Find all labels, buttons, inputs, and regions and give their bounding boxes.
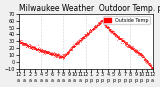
Text: Milwaukee Weather  Outdoor Temp. per Minute (24 Hours): Milwaukee Weather Outdoor Temp. per Minu… <box>19 4 160 13</box>
Legend: Outside Temp: Outside Temp <box>103 16 150 24</box>
